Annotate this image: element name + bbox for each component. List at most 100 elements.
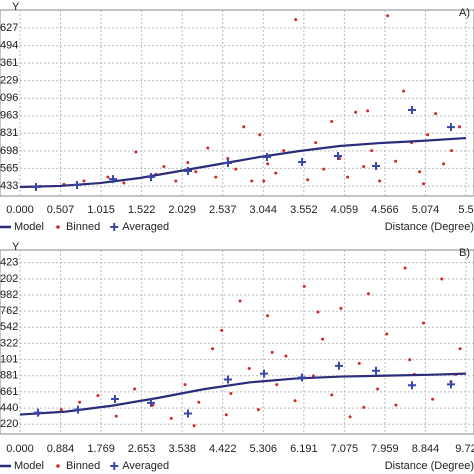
averaged-point [73,405,82,414]
binned-point [229,391,233,395]
binned-point [270,350,274,354]
x-tick-label: 5.306 [249,443,277,455]
averaged-point [183,166,192,175]
binned-point [394,159,398,163]
binned-point [362,164,366,168]
x-tick-label: 1.522 [128,204,156,216]
binned-point [96,394,100,398]
x-tick-label: 7.075 [331,443,359,455]
binned-point [422,182,426,186]
legend-label: Averaged [122,460,169,472]
binned-point [442,162,446,166]
averaged-point [407,106,416,115]
averaged-point [31,183,40,192]
binned-point [284,354,288,358]
x-tick-label: 3.552 [290,204,318,216]
averaged-point [109,175,118,184]
averaged-point [372,366,381,375]
binned-point [321,337,325,341]
x-tick-label: 0.000 [6,443,34,455]
averaged-point [259,369,268,378]
x-tick-label: 5.5 [458,204,473,216]
plot-frame [0,9,474,197]
binned-point [376,387,380,391]
y-tick-label: 982 [0,289,18,301]
binned-point [357,361,361,365]
x-tick-label: 5.074 [412,204,440,216]
averaged-point [407,381,416,390]
binned-point [106,175,110,179]
binned-point [421,321,425,325]
y-tick-label: 627 [0,22,18,34]
y-tick-label: 433 [0,180,18,192]
averaged-point [224,375,233,384]
averaged-point [298,373,307,382]
binned-point [194,170,198,174]
averaged-point [183,409,192,418]
x-tick-label: 2.653 [128,443,156,455]
binned-point [250,179,254,183]
binned-point [169,416,173,420]
binned-point [275,383,279,387]
legend-swatch [56,225,60,229]
averaged-point [146,398,155,407]
binned-point [238,299,242,303]
binned-point [174,179,178,183]
binned-point [426,133,430,137]
binned-point [408,358,412,362]
averaged-point [34,408,43,417]
x-tick-label: 4.422 [209,443,237,455]
binned-point [402,89,406,93]
binned-point [306,178,310,182]
x-tick-label: 3.044 [249,204,277,216]
binned-point [440,277,444,281]
x-axis-label: Distance (Degree) [385,460,474,472]
binned-point [220,328,224,332]
y-tick-label: 423 [0,257,18,269]
binned-point [258,133,262,137]
binned-point [378,179,382,183]
binned-point [242,125,246,129]
binned-point [82,179,86,183]
binned-point [354,110,358,114]
y-tick-label: 661 [0,386,18,398]
x-tick-label: 2.029 [168,204,196,216]
y-tick-label: 831 [0,127,18,139]
binned-point [162,164,166,168]
averaged-point [224,159,233,168]
binned-point [59,408,63,412]
averaged-point [298,158,307,167]
binned-point [282,149,286,153]
y-tick-label: 963 [0,110,18,122]
binned-point [183,383,187,387]
model-line [19,136,467,189]
binned-point [192,424,196,428]
binned-point [362,405,366,409]
binned-point [386,14,390,18]
x-tick-label: 7.959 [371,443,399,455]
legend-swatch [110,223,119,231]
binned-point [394,403,398,407]
binned-point [339,306,343,310]
y-tick-label: 229 [0,75,18,87]
binned-point [122,181,126,185]
binned-point [366,292,370,296]
binned-point [133,387,137,391]
binned-point [134,150,138,154]
binned-point [78,400,82,404]
averaged-point [446,123,455,132]
y-tick-label: 698 [0,145,18,157]
binned-point [434,112,438,116]
panel: 0.000 0.884 1.769 2.653 3.538 4.422 5.306 6.191… [0,241,474,472]
legend-label: Averaged [122,221,169,233]
binned-point [206,146,210,150]
binned-point [330,120,334,124]
binned-point [214,175,218,179]
binned-point [431,397,435,401]
x-tick-label: 4.566 [371,204,399,216]
averaged-point [447,380,456,389]
binned-point [293,399,297,403]
binned-point [348,415,352,419]
x-tick-label: 8.844 [412,443,440,455]
